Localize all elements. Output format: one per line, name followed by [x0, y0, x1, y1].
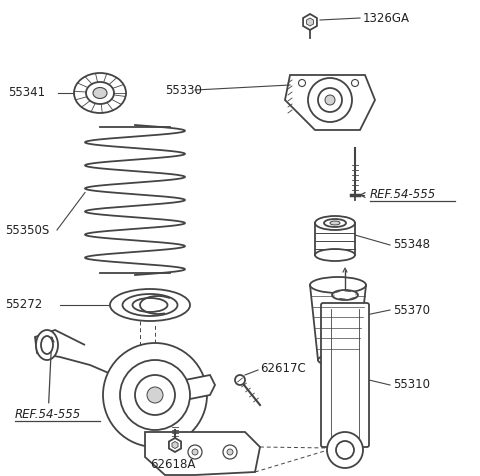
- Text: 62617C: 62617C: [260, 361, 306, 375]
- Polygon shape: [185, 375, 215, 400]
- Circle shape: [235, 375, 245, 385]
- Polygon shape: [145, 432, 260, 475]
- Ellipse shape: [315, 249, 355, 261]
- Text: 55350S: 55350S: [5, 224, 49, 237]
- Circle shape: [308, 78, 352, 122]
- Polygon shape: [307, 18, 313, 26]
- Circle shape: [318, 88, 342, 112]
- Circle shape: [103, 343, 207, 447]
- Text: 62618A: 62618A: [150, 458, 195, 472]
- Ellipse shape: [41, 336, 53, 354]
- Polygon shape: [169, 438, 181, 452]
- Text: 55348: 55348: [393, 238, 430, 251]
- Ellipse shape: [86, 82, 114, 104]
- Ellipse shape: [324, 219, 346, 227]
- Ellipse shape: [110, 289, 190, 321]
- Polygon shape: [303, 14, 317, 30]
- Circle shape: [351, 79, 359, 87]
- Text: 1326GA: 1326GA: [363, 11, 410, 24]
- Circle shape: [299, 79, 305, 87]
- Text: 55310: 55310: [393, 378, 430, 391]
- Circle shape: [227, 449, 233, 455]
- Text: REF.54-555: REF.54-555: [15, 337, 81, 422]
- Ellipse shape: [36, 330, 58, 360]
- Text: REF.54-555: REF.54-555: [360, 188, 436, 201]
- Text: 55330: 55330: [165, 83, 202, 97]
- Circle shape: [336, 441, 354, 459]
- Polygon shape: [285, 75, 375, 130]
- Text: 55341: 55341: [8, 87, 45, 99]
- FancyBboxPatch shape: [321, 303, 369, 447]
- Ellipse shape: [315, 216, 355, 230]
- Ellipse shape: [132, 298, 168, 312]
- Circle shape: [327, 432, 363, 468]
- Text: 55370: 55370: [393, 304, 430, 317]
- Ellipse shape: [74, 73, 126, 113]
- Text: 55272: 55272: [5, 298, 42, 311]
- Ellipse shape: [318, 354, 358, 366]
- Ellipse shape: [310, 277, 366, 293]
- Circle shape: [147, 387, 163, 403]
- Ellipse shape: [332, 290, 358, 300]
- Circle shape: [192, 449, 198, 455]
- Ellipse shape: [330, 221, 340, 225]
- Polygon shape: [172, 442, 178, 448]
- Circle shape: [188, 445, 202, 459]
- Ellipse shape: [122, 294, 178, 316]
- Circle shape: [120, 360, 190, 430]
- Circle shape: [325, 95, 335, 105]
- Polygon shape: [310, 285, 366, 360]
- Circle shape: [223, 445, 237, 459]
- Circle shape: [135, 375, 175, 415]
- Ellipse shape: [93, 88, 107, 99]
